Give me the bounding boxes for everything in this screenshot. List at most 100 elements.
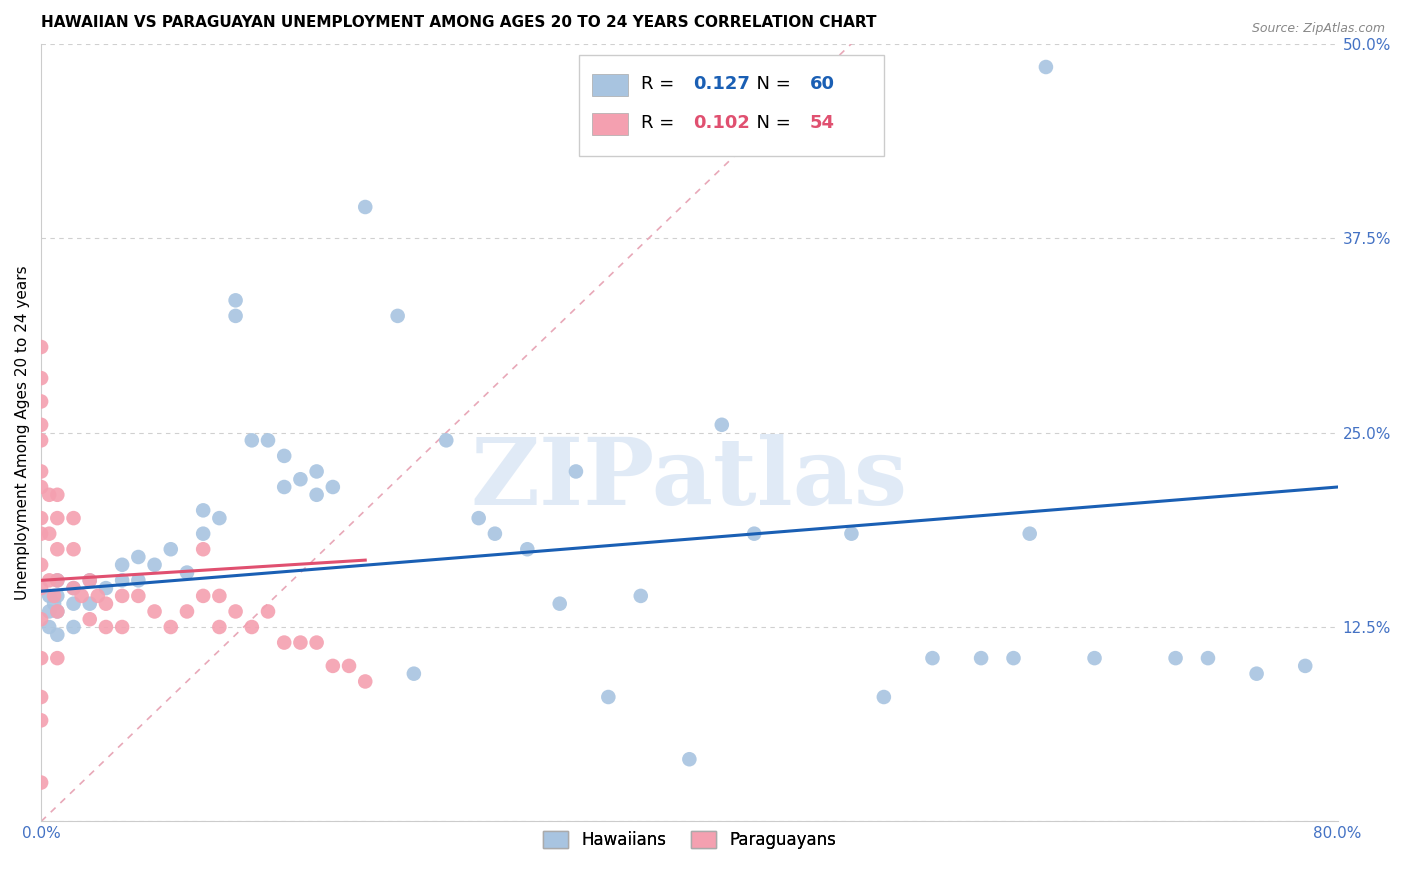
Point <box>30 511 52 525</box>
Point <box>30 417 52 432</box>
Text: 54: 54 <box>810 114 835 132</box>
Y-axis label: Unemployment Among Ages 20 to 24 years: Unemployment Among Ages 20 to 24 years <box>15 265 30 600</box>
Point <box>240 434 263 448</box>
Point <box>484 526 506 541</box>
Point <box>1083 651 1105 665</box>
Point <box>305 488 328 502</box>
Point <box>46 488 69 502</box>
Text: R =: R = <box>641 114 681 132</box>
Point <box>111 558 134 572</box>
Point <box>273 635 295 649</box>
Point <box>30 371 52 385</box>
Point <box>1164 651 1187 665</box>
Point <box>742 526 765 541</box>
Point <box>225 309 247 323</box>
Point <box>337 659 360 673</box>
Point <box>30 651 52 665</box>
Point <box>94 581 117 595</box>
Point <box>305 465 328 479</box>
Point <box>94 620 117 634</box>
Point <box>127 549 149 564</box>
Point <box>273 449 295 463</box>
Point <box>225 293 247 308</box>
Point <box>79 574 101 588</box>
Point <box>322 659 344 673</box>
Point <box>62 542 84 557</box>
Point <box>42 589 65 603</box>
Point <box>42 597 65 611</box>
Point <box>111 589 134 603</box>
Point <box>467 511 489 525</box>
Point <box>46 511 69 525</box>
Point <box>70 589 93 603</box>
Text: R =: R = <box>641 75 681 93</box>
Point <box>354 200 377 214</box>
Point <box>38 604 60 618</box>
Point <box>46 604 69 618</box>
Point <box>630 589 652 603</box>
Point <box>62 620 84 634</box>
Point <box>30 480 52 494</box>
Point <box>62 511 84 525</box>
Point <box>1246 666 1268 681</box>
Point <box>516 542 538 557</box>
Point <box>921 651 943 665</box>
Bar <box>592 113 628 135</box>
Point <box>46 542 69 557</box>
Point <box>30 612 52 626</box>
Point <box>387 309 409 323</box>
Point <box>46 628 69 642</box>
Point <box>290 472 312 486</box>
Point <box>38 620 60 634</box>
Point <box>62 581 84 595</box>
Point <box>193 589 215 603</box>
Point <box>305 635 328 649</box>
Point <box>598 690 620 704</box>
Point <box>970 651 993 665</box>
Text: N =: N = <box>745 75 797 93</box>
Point <box>30 714 52 728</box>
Text: HAWAIIAN VS PARAGUAYAN UNEMPLOYMENT AMONG AGES 20 TO 24 YEARS CORRELATION CHART: HAWAIIAN VS PARAGUAYAN UNEMPLOYMENT AMON… <box>41 15 876 30</box>
Point <box>111 620 134 634</box>
Point <box>208 620 231 634</box>
Point <box>38 526 60 541</box>
Point <box>193 542 215 557</box>
Point <box>176 566 198 580</box>
Bar <box>579 55 884 156</box>
Text: ZIPatlas: ZIPatlas <box>471 434 908 524</box>
Point <box>176 604 198 618</box>
Point <box>38 589 60 603</box>
Point <box>38 574 60 588</box>
Point <box>38 488 60 502</box>
Point <box>1035 60 1057 74</box>
Point <box>873 690 896 704</box>
Point <box>225 604 247 618</box>
Point <box>30 690 52 704</box>
Point <box>62 581 84 595</box>
Point <box>354 674 377 689</box>
Point <box>46 651 69 665</box>
Point <box>257 604 280 618</box>
Point <box>322 480 344 494</box>
Point <box>143 558 166 572</box>
Point <box>46 589 69 603</box>
Point <box>841 526 863 541</box>
Point <box>1018 526 1040 541</box>
Point <box>30 526 52 541</box>
Point <box>127 589 149 603</box>
Point <box>30 340 52 354</box>
Point <box>30 434 52 448</box>
Point <box>565 465 588 479</box>
Point <box>94 597 117 611</box>
Point <box>208 589 231 603</box>
Point <box>30 394 52 409</box>
Point <box>111 574 134 588</box>
Point <box>208 511 231 525</box>
Point <box>193 503 215 517</box>
Point <box>159 620 181 634</box>
Point <box>1294 659 1316 673</box>
Point <box>548 597 571 611</box>
Point <box>678 752 700 766</box>
Text: Source: ZipAtlas.com: Source: ZipAtlas.com <box>1251 22 1385 36</box>
Point <box>127 574 149 588</box>
